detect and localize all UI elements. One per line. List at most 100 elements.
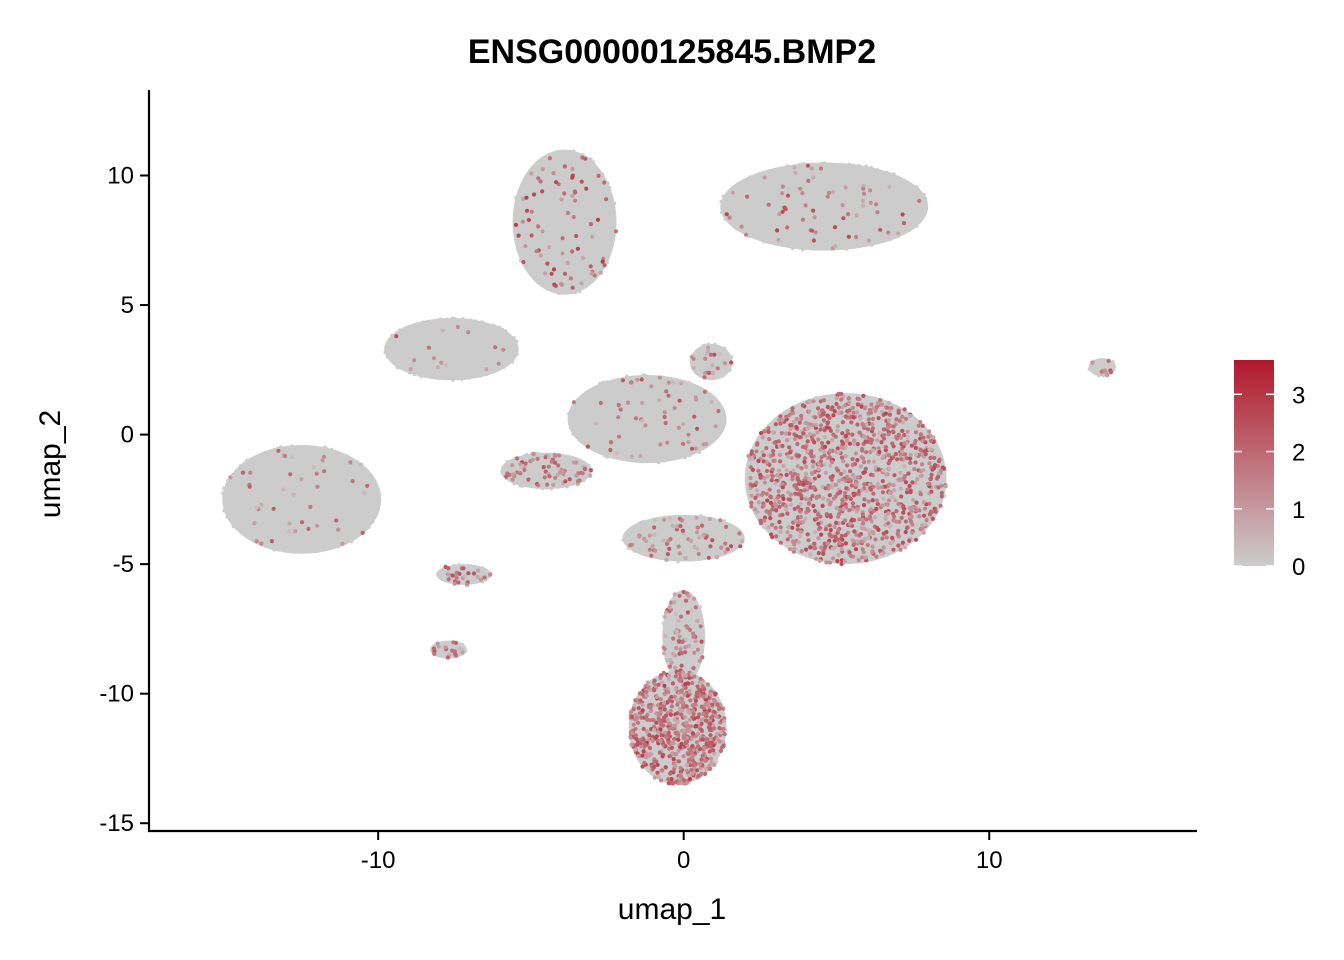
cell-point (767, 487, 772, 492)
cell-point (913, 460, 918, 465)
cell-point (883, 176, 887, 181)
cell-point (885, 209, 890, 214)
cell-point (816, 527, 822, 532)
cell-point (765, 498, 770, 503)
cell-point (832, 184, 837, 188)
cell-point (598, 410, 603, 414)
cell-point (280, 447, 285, 452)
cell-point (584, 209, 589, 213)
cell-point (758, 218, 763, 222)
cell-point (276, 521, 281, 525)
cell-point (880, 187, 885, 192)
cell-point (635, 544, 639, 549)
cell-point (886, 461, 891, 466)
cell-point (603, 454, 607, 458)
cell-point (267, 474, 271, 479)
cell-point (327, 528, 331, 532)
cell-point (732, 203, 737, 208)
cell-point (650, 537, 655, 542)
cell-point (764, 188, 769, 193)
cell-point (420, 365, 424, 369)
cell-point (614, 420, 618, 425)
cell-point (278, 506, 282, 511)
cell-point (816, 466, 821, 472)
cell-point (563, 209, 567, 214)
cell-point (412, 323, 417, 328)
cell-point (676, 597, 680, 601)
cell-point (751, 229, 755, 234)
cell-point (768, 235, 772, 239)
cell-point (273, 484, 278, 489)
cell-point (776, 489, 781, 494)
cell-point (333, 513, 338, 517)
cell-point (588, 413, 592, 418)
cell-point (309, 497, 314, 502)
cell-point (576, 159, 581, 164)
cell-point (721, 713, 725, 717)
cell-point (794, 187, 798, 191)
cell-point (929, 509, 935, 515)
cell-point (332, 487, 337, 492)
cell-point (401, 359, 406, 364)
cell-point (252, 479, 257, 484)
cell-point (794, 425, 799, 430)
cell-point (604, 396, 609, 401)
cell-point (326, 521, 330, 526)
cell-point (495, 328, 500, 333)
cell-point (859, 175, 863, 180)
cell-point (433, 338, 438, 342)
cell-point (803, 475, 808, 480)
cell-point (874, 554, 879, 559)
cell-point (225, 515, 230, 519)
cell-point (614, 431, 618, 435)
cell-point (817, 558, 822, 564)
cell-point (881, 496, 886, 501)
cell-point (804, 485, 810, 490)
cell-point (902, 464, 907, 469)
cell-point (593, 400, 598, 404)
cell-point (264, 459, 268, 464)
cell-point (862, 460, 867, 465)
cell-point (723, 216, 728, 221)
cell-point (565, 230, 569, 235)
cell-point (703, 413, 708, 418)
cell-point (297, 451, 302, 455)
cell-point (812, 440, 817, 445)
cell-point (605, 380, 609, 384)
cell-point (868, 472, 874, 477)
cell-point (701, 368, 706, 372)
cell-point (816, 406, 821, 411)
cell-point (908, 452, 913, 458)
cell-point (597, 247, 602, 251)
cell-point (816, 462, 822, 467)
cell-point (880, 479, 885, 484)
cell-point (750, 455, 755, 460)
cell-point (832, 524, 837, 530)
cell-point (338, 501, 343, 505)
cell-point (838, 199, 843, 204)
cell-point (785, 186, 790, 191)
cell-point (784, 472, 789, 477)
cell-point (478, 364, 483, 368)
cell-point (349, 511, 354, 516)
cell-point (768, 227, 772, 232)
cell-point (525, 452, 529, 457)
cell-point (516, 196, 521, 201)
cell-point (282, 536, 286, 540)
cell-point (800, 209, 804, 213)
cell-point (927, 447, 932, 452)
cell-point (822, 178, 826, 183)
cell-point (354, 473, 358, 478)
cell-point (854, 410, 860, 415)
cell-point (242, 465, 247, 470)
cell-point (797, 245, 801, 250)
cell-point (653, 457, 658, 462)
cell-point (771, 458, 776, 463)
cell-point (864, 225, 869, 229)
cell-point (854, 181, 858, 185)
cell-point (891, 221, 895, 226)
cell-point (847, 400, 852, 405)
cell-point (462, 345, 467, 350)
cell-point (887, 551, 891, 556)
cell-point (639, 434, 643, 439)
